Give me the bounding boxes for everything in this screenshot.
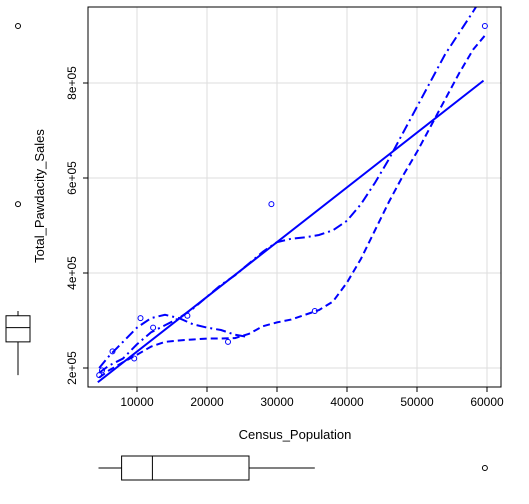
gridlines [88, 7, 501, 387]
smooth-upper-line [98, 313, 250, 369]
series-layer [96, 7, 488, 384]
data-point [109, 348, 116, 355]
data-point [311, 308, 318, 314]
y-axis-label: Total_Pawdacity_Sales [32, 129, 47, 263]
data-point [225, 338, 231, 345]
x-axis-label: Census_Population [239, 427, 352, 442]
smooth-lower-line [98, 34, 486, 379]
data-point [137, 315, 144, 322]
x-box-outlier [481, 465, 488, 471]
y-box [5, 315, 31, 343]
y-box-outlier [15, 201, 21, 208]
data-point [150, 324, 157, 331]
y-tick-label: 6e+05 [65, 161, 79, 195]
regression-line [97, 79, 485, 384]
data-point [131, 355, 138, 362]
x-box [121, 455, 250, 481]
data-point [96, 372, 103, 379]
y-box-outlier [15, 23, 21, 29]
axes: 10000 20000 30000 40000 50000 60000 2e+05 4e+05… [65, 66, 504, 409]
marginal-boxplots [5, 23, 488, 481]
data-point [481, 23, 488, 29]
data-point [184, 312, 191, 319]
y-tick-label: 8e+05 [65, 66, 79, 100]
y-tick-label: 4e+05 [65, 256, 79, 290]
x-tick-label: 50000 [400, 395, 434, 409]
plot-frame [87, 6, 502, 388]
x-tick-label: 40000 [330, 395, 364, 409]
x-tick-label: 20000 [190, 395, 224, 409]
data-point [268, 201, 275, 208]
smooth-center-line [98, 7, 478, 374]
x-tick-label: 10000 [120, 395, 154, 409]
data-point [99, 367, 105, 374]
y-tick-label: 2e+05 [65, 351, 79, 385]
x-tick-label: 60000 [470, 395, 504, 409]
x-tick-label: 30000 [260, 395, 294, 409]
